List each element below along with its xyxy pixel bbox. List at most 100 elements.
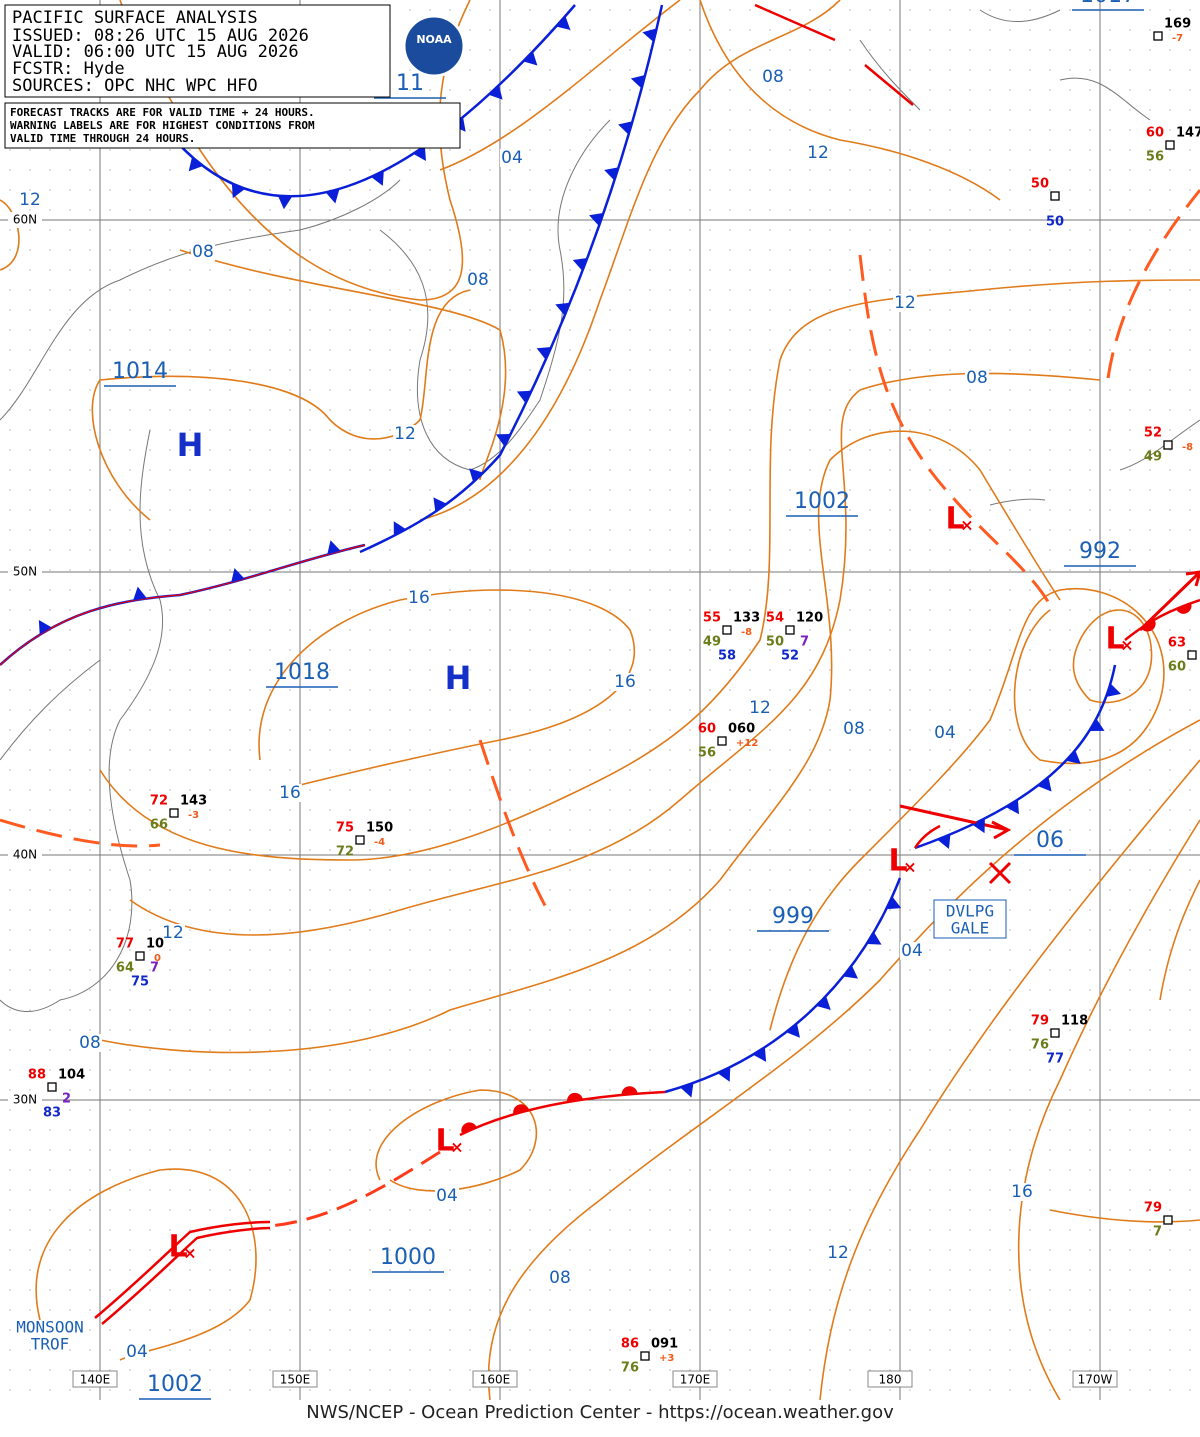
isobar-label: 08 bbox=[966, 368, 988, 388]
station-pressure: 143 bbox=[180, 794, 207, 809]
station-marker bbox=[722, 625, 732, 635]
station-pressure: 120 bbox=[796, 611, 823, 626]
cold-front-pip bbox=[1106, 683, 1121, 697]
cold-front-pip bbox=[371, 171, 384, 186]
station-dewpoint: 49 bbox=[1144, 450, 1162, 465]
cold-front-pip bbox=[516, 390, 532, 404]
station-sst: 50 bbox=[1046, 215, 1064, 230]
annotation-line: DVLPG bbox=[946, 902, 994, 921]
station-dewpoint: 56 bbox=[1146, 150, 1164, 165]
cold-front-pip bbox=[753, 1047, 767, 1062]
isobar-label-bg bbox=[278, 784, 302, 802]
low-center-x: × bbox=[960, 516, 973, 535]
station-waves: 2 bbox=[62, 1092, 71, 1107]
warm-front-pip bbox=[566, 1092, 583, 1103]
station-marker bbox=[785, 625, 795, 635]
isobars bbox=[0, 0, 1200, 1401]
station-pressure: 169 bbox=[1164, 17, 1191, 32]
lon-label-bg bbox=[72, 1370, 118, 1388]
lon-label-bg bbox=[1072, 1370, 1118, 1388]
station-dewpoint: 76 bbox=[1031, 1038, 1049, 1053]
cold-front-pip bbox=[1037, 777, 1052, 792]
annotation-line: MONSOON bbox=[16, 1318, 83, 1337]
warm-front-pip bbox=[461, 1122, 477, 1134]
station-marker bbox=[1163, 440, 1173, 450]
station-temp: 88 bbox=[28, 1068, 46, 1083]
cold-front-pip bbox=[680, 1082, 694, 1098]
lon-label: 150E bbox=[280, 1373, 311, 1387]
isobar-label-bg bbox=[161, 924, 185, 942]
cold-front-pip bbox=[536, 346, 552, 360]
cold-front-pip bbox=[327, 540, 341, 555]
isobar-label-bg bbox=[18, 191, 42, 209]
isobar-label: 16 bbox=[408, 588, 430, 608]
cold-front-pip bbox=[277, 195, 292, 210]
central-pressure: 1014 bbox=[112, 359, 168, 384]
logo-text: NOAA bbox=[416, 33, 452, 46]
isobar-label: 04 bbox=[934, 723, 956, 743]
isobar-label: 08 bbox=[192, 242, 214, 262]
station-temp: 63 bbox=[1168, 636, 1186, 651]
station-marker bbox=[169, 808, 179, 818]
isobar-label-bg bbox=[806, 144, 830, 162]
low-center-x: × bbox=[450, 1138, 463, 1157]
station-marker bbox=[1163, 1215, 1173, 1225]
station-sst: 52 bbox=[781, 649, 799, 664]
cold-front-pip bbox=[469, 468, 484, 483]
cold-front-pip bbox=[393, 521, 407, 537]
isobar-label-bg bbox=[435, 1187, 459, 1205]
station-marker bbox=[1153, 31, 1163, 41]
lat-label-bg bbox=[8, 564, 42, 580]
station-dewpoint: 7 bbox=[1153, 1225, 1162, 1240]
cold-front-pip bbox=[630, 75, 646, 89]
station-marker bbox=[1050, 1028, 1060, 1038]
lat-label-bg bbox=[8, 1092, 42, 1108]
central-pressure: 1002 bbox=[147, 1372, 203, 1397]
pressure-center: L bbox=[435, 1124, 454, 1159]
isobar-label: 12 bbox=[894, 293, 916, 313]
cold-front-pip bbox=[589, 212, 604, 227]
isobar-label-bg bbox=[1010, 1183, 1034, 1201]
central-pressure: 1018 bbox=[274, 660, 330, 685]
cold-front-pip bbox=[604, 167, 619, 181]
cold-front-pip bbox=[38, 619, 52, 635]
station-temp: 79 bbox=[1144, 1201, 1162, 1216]
cold-front-pip bbox=[231, 568, 245, 583]
cold-front-pip bbox=[231, 183, 245, 199]
station-marker bbox=[355, 835, 365, 845]
low-center-x: × bbox=[183, 1244, 196, 1263]
cold-front-pip bbox=[642, 28, 657, 43]
station-dewpoint: 60 bbox=[1168, 660, 1186, 675]
header-title: PACIFIC SURFACE ANALYSIS bbox=[12, 8, 258, 28]
station-dewpoint: 76 bbox=[621, 1361, 639, 1376]
cold-front-pip bbox=[555, 302, 571, 316]
station-pressure: 104 bbox=[58, 1068, 85, 1083]
fronts bbox=[0, 3, 1200, 1325]
cold-front-pip bbox=[523, 51, 538, 66]
cold-front-pip bbox=[937, 834, 951, 850]
isobar-label-bg bbox=[78, 1034, 102, 1052]
station-tendency: -7 bbox=[1172, 33, 1183, 44]
footer-band bbox=[0, 1400, 1200, 1433]
isobar-label: 12 bbox=[807, 143, 829, 163]
station-tendency: -8 bbox=[741, 627, 752, 638]
isobar-label-bg bbox=[900, 942, 924, 960]
station-dewpoint: 49 bbox=[703, 635, 721, 650]
station-marker bbox=[1187, 650, 1197, 660]
warm-front-pip bbox=[513, 1104, 529, 1115]
isobar-label: 08 bbox=[843, 719, 865, 739]
isobar-label: 16 bbox=[279, 783, 301, 803]
cold-front-pip bbox=[433, 497, 447, 512]
isobar-label-bg bbox=[761, 68, 785, 86]
lon-label-bg bbox=[867, 1370, 913, 1388]
isobar-label: 12 bbox=[394, 424, 416, 444]
lon-label: 170E bbox=[680, 1373, 711, 1387]
noaa-logo bbox=[402, 14, 466, 78]
station-dewpoint: 64 bbox=[116, 961, 134, 976]
central-pressure: 1000 bbox=[380, 1245, 436, 1270]
station-pressure: 118 bbox=[1061, 1014, 1088, 1029]
header-valid: VALID: 06:00 UTC 15 AUG 2026 bbox=[12, 42, 299, 62]
lon-label-bg bbox=[272, 1370, 318, 1388]
pressure-center: L bbox=[888, 844, 907, 879]
isobar-label: 04 bbox=[126, 1342, 148, 1362]
